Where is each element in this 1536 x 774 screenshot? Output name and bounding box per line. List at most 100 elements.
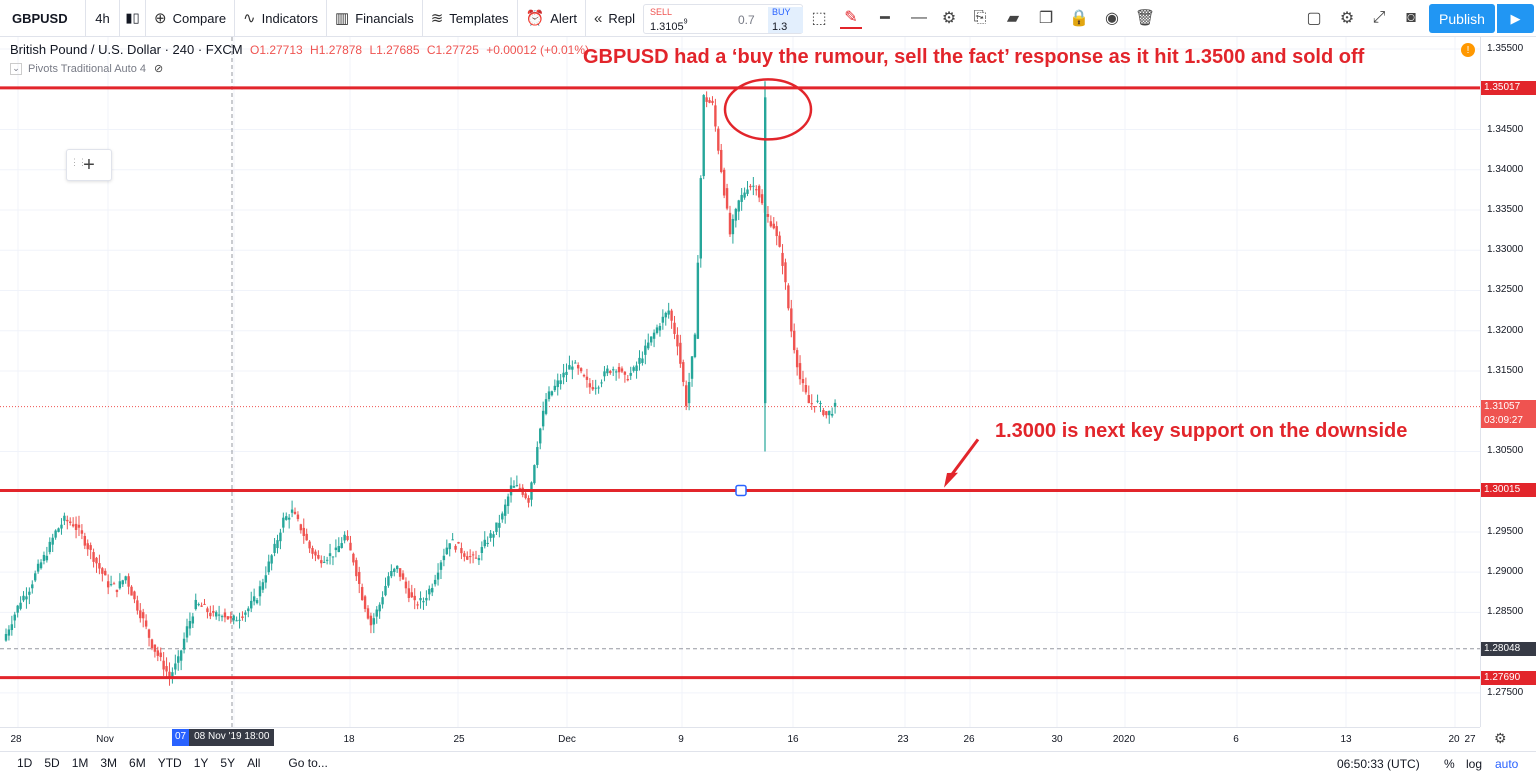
publish-button[interactable]: Publish bbox=[1429, 4, 1495, 33]
candle-body bbox=[109, 584, 113, 586]
candle-body bbox=[194, 599, 197, 610]
replay-button[interactable]: « Repl bbox=[586, 0, 643, 37]
range-button[interactable]: 1M bbox=[71, 756, 89, 770]
candle-body bbox=[69, 521, 72, 523]
price-tick: 1.27500 bbox=[1487, 686, 1524, 698]
financials-button[interactable]: ▥ Financials bbox=[327, 0, 423, 37]
price-tick: 1.34500 bbox=[1487, 123, 1524, 135]
candle-body bbox=[468, 556, 472, 558]
trash-icon[interactable]: 🗑 bbox=[1134, 10, 1156, 27]
candle-body bbox=[746, 189, 749, 194]
candle-body bbox=[705, 97, 708, 102]
compare-button[interactable]: ⊕ Compare bbox=[146, 0, 236, 37]
candles bbox=[4, 81, 837, 686]
price-axis[interactable]: 1.35500 1.34500 1.34000 1.33500 1.33000 1.325… bbox=[1480, 37, 1536, 727]
candle-body bbox=[536, 447, 539, 465]
settings-gear-icon[interactable]: ⚙ bbox=[1339, 10, 1355, 27]
candle-body bbox=[182, 638, 186, 650]
range-button[interactable]: 3M bbox=[100, 756, 118, 770]
range-button[interactable]: YTD bbox=[157, 756, 182, 770]
candle-body bbox=[314, 551, 317, 556]
range-button[interactable]: 1Y bbox=[193, 756, 209, 770]
crosshair-tool[interactable]: ⋮⋮ + bbox=[66, 149, 112, 181]
candle-body bbox=[504, 504, 507, 516]
expand-icon[interactable]: ⤢ bbox=[1372, 9, 1386, 26]
range-button[interactable]: 5D bbox=[44, 756, 60, 770]
pivots-indicator[interactable]: ⌄ Pivots Traditional Auto 4 ⊘ bbox=[10, 62, 163, 75]
auto-scale-toggle[interactable]: auto bbox=[1495, 757, 1519, 771]
chart-pane[interactable]: British Pound / U.S. Dollar · 240 · FXCM… bbox=[0, 37, 1536, 751]
candle-body bbox=[737, 200, 740, 212]
interval-selector[interactable]: 4h bbox=[86, 0, 120, 37]
layers-icon[interactable]: ▰ bbox=[1006, 10, 1020, 27]
price-chart[interactable] bbox=[0, 37, 1480, 727]
warning-icon[interactable]: ! bbox=[1461, 43, 1475, 57]
candle-body bbox=[203, 603, 206, 605]
candle-body bbox=[250, 600, 253, 609]
line-style-icon[interactable]: ━ bbox=[880, 10, 890, 27]
time-axis[interactable]: 28 Nov 18 25 Dec 9 16 23 26 30 2020 6 13 20 27 07 08 N… bbox=[0, 727, 1480, 751]
range-button[interactable]: 6M bbox=[129, 756, 146, 770]
sell-button[interactable]: SELL 1.31059 bbox=[644, 5, 728, 33]
candle-body bbox=[387, 576, 390, 586]
legend-low: L1.27685 bbox=[369, 43, 420, 57]
utc-clock[interactable]: 06:50:33 (UTC) bbox=[1337, 757, 1420, 771]
candle-body bbox=[270, 555, 273, 564]
annotation-top: GBPUSD had a ‘buy the rumour, sell the f… bbox=[583, 46, 1365, 68]
chart-type-button[interactable]: ▮▯ bbox=[120, 0, 146, 37]
candle-body bbox=[439, 562, 443, 570]
time-tick: 2020 bbox=[1112, 734, 1136, 745]
percent-toggle[interactable]: % bbox=[1444, 757, 1455, 771]
select-area-icon[interactable]: ⬚ bbox=[811, 10, 827, 27]
candle-body bbox=[153, 644, 157, 652]
candle-body bbox=[80, 530, 84, 534]
candle-body bbox=[544, 399, 548, 414]
range-button[interactable]: 1D bbox=[17, 756, 33, 770]
range-button[interactable]: All bbox=[247, 756, 261, 770]
candle-body bbox=[793, 330, 796, 351]
log-toggle[interactable]: log bbox=[1466, 757, 1483, 771]
fullscreen-layout-icon[interactable]: ▢ bbox=[1306, 10, 1322, 27]
candle-body bbox=[541, 410, 545, 427]
play-icon[interactable]: ▶ bbox=[1497, 4, 1534, 33]
candle-body bbox=[798, 363, 802, 380]
candle-body bbox=[693, 334, 697, 358]
range-button[interactable]: 5Y bbox=[220, 756, 236, 770]
collapse-icon[interactable]: ⌄ bbox=[10, 62, 22, 75]
buy-button[interactable]: BUY 1.3 bbox=[768, 7, 803, 33]
gear-icon[interactable]: ⚙ bbox=[941, 10, 957, 27]
time-tick: 9 bbox=[678, 734, 684, 745]
candle-body bbox=[428, 588, 431, 595]
eye-icon[interactable]: ◉ bbox=[1105, 10, 1119, 27]
goto-button[interactable]: Go to... bbox=[288, 756, 328, 770]
indicators-button[interactable]: ∿ Indicators bbox=[235, 0, 327, 37]
drag-handle-icon[interactable]: ⋮⋮ bbox=[70, 157, 87, 167]
alert-button[interactable]: ⏰ Alert bbox=[518, 0, 586, 37]
camera-icon[interactable]: ◙ bbox=[1406, 9, 1416, 26]
candle-body bbox=[311, 548, 314, 554]
candle-body bbox=[130, 586, 133, 596]
eye-slash-icon[interactable]: ⊘ bbox=[154, 63, 164, 75]
candle-body bbox=[282, 517, 285, 528]
candle-body bbox=[466, 556, 469, 560]
candle-body bbox=[358, 571, 361, 584]
symbol-search[interactable]: GBPUSD bbox=[0, 0, 86, 37]
alert-add-icon[interactable]: ⎘ bbox=[973, 9, 987, 26]
templates-button[interactable]: ≋ Templates bbox=[423, 0, 518, 37]
candle-body bbox=[442, 555, 446, 561]
candle-body bbox=[787, 285, 790, 309]
time-tick: Nov bbox=[96, 734, 114, 745]
candle-body bbox=[486, 542, 489, 545]
axis-settings-gear-icon[interactable]: ⚙ bbox=[1494, 730, 1507, 746]
templates-label: Templates bbox=[449, 10, 509, 26]
line-dash-icon[interactable]: — bbox=[911, 9, 927, 26]
clone-icon[interactable]: ❐ bbox=[1038, 10, 1054, 27]
candle-body bbox=[223, 612, 227, 618]
pencil-icon[interactable]: ✎ bbox=[840, 7, 862, 29]
lock-icon[interactable]: 🔒 bbox=[1069, 10, 1089, 27]
candle-body bbox=[16, 605, 19, 613]
candle-body bbox=[375, 609, 378, 617]
candle-body bbox=[752, 185, 755, 187]
candle-body bbox=[728, 212, 732, 235]
candle-body bbox=[471, 554, 475, 556]
